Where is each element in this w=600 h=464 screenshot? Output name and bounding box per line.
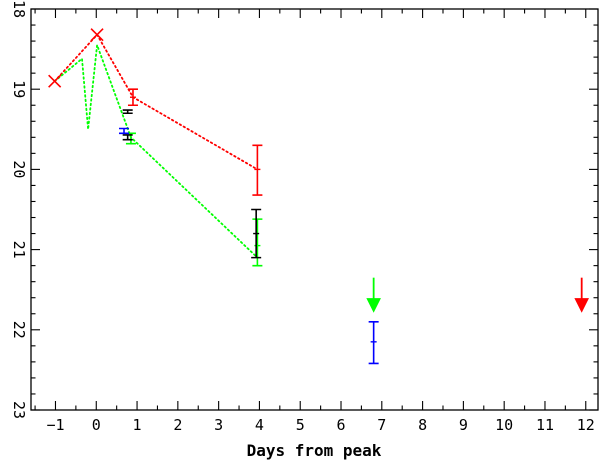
x-tick-label: 1 xyxy=(133,416,142,434)
error-bar xyxy=(252,144,263,196)
x-tick-label: 11 xyxy=(536,416,554,434)
series-line xyxy=(53,33,259,171)
series-marks xyxy=(48,28,589,365)
y-tick-label: 18 xyxy=(10,0,28,18)
axis-ticks xyxy=(31,8,598,411)
series-line xyxy=(53,44,259,259)
x-tick-label: 0 xyxy=(92,416,101,434)
error-bar xyxy=(122,109,133,115)
cross-marker xyxy=(90,28,104,42)
error-bar xyxy=(119,127,130,135)
x-tick-label: 9 xyxy=(459,416,468,434)
x-tick-label: 5 xyxy=(296,416,305,434)
x-tick-labels: −1 0 1 2 3 4 5 6 7 8 9 10 11 12 xyxy=(46,416,594,434)
plot-area xyxy=(30,8,599,411)
y-tick-labels: 18 19 20 21 22 23 xyxy=(10,0,28,419)
cross-marker xyxy=(48,74,62,88)
y-tick-label: 21 xyxy=(10,241,28,259)
x-tick-label: 8 xyxy=(418,416,427,434)
error-bar xyxy=(368,320,379,365)
y-tick-label: 23 xyxy=(10,401,28,419)
x-tick-label: 2 xyxy=(173,416,182,434)
y-tick-label: 20 xyxy=(10,160,28,178)
x-tick-label: 10 xyxy=(495,416,513,434)
x-tick-label: 7 xyxy=(377,416,386,434)
error-bar xyxy=(122,134,133,141)
y-tick-label: 19 xyxy=(10,80,28,98)
x-tick-label: −1 xyxy=(46,416,64,434)
x-tick-label: 6 xyxy=(336,416,345,434)
error-bar xyxy=(252,218,263,267)
x-tick-label: 4 xyxy=(255,416,264,434)
upper-limit-arrow-head xyxy=(574,298,589,313)
upper-limit-arrow-head xyxy=(366,298,381,313)
series-lines xyxy=(53,33,259,259)
x-tick-label: 3 xyxy=(214,416,223,434)
y-tick-label: 22 xyxy=(10,321,28,339)
x-tick-label: 12 xyxy=(577,416,595,434)
x-axis-title: Days from peak xyxy=(247,441,382,460)
